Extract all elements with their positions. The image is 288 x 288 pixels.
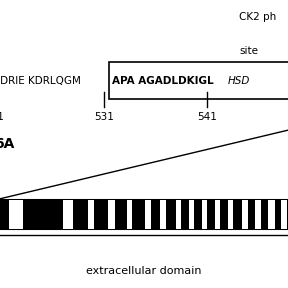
Bar	[281, 200, 287, 229]
Bar	[127, 200, 132, 229]
Bar	[160, 200, 166, 229]
Text: 541: 541	[197, 112, 217, 122]
Bar	[202, 200, 207, 229]
Text: APA AGADLDKIGL: APA AGADLDKIGL	[112, 76, 214, 86]
Bar	[108, 200, 115, 229]
Text: site: site	[239, 46, 258, 56]
Bar	[109, 62, 288, 99]
Bar	[145, 200, 151, 229]
Text: CK2 ph: CK2 ph	[239, 12, 276, 22]
Bar	[0, 200, 288, 229]
Bar	[228, 200, 233, 229]
Bar	[176, 200, 181, 229]
Text: 531: 531	[94, 112, 114, 122]
Bar	[255, 200, 261, 229]
Text: HSD: HSD	[228, 76, 250, 86]
Bar	[215, 200, 220, 229]
Bar	[242, 200, 248, 229]
Bar	[88, 200, 94, 229]
Text: –MDRIE KDRLQGM: –MDRIE KDRLQGM	[0, 76, 80, 86]
Text: extracellular domain: extracellular domain	[86, 266, 202, 276]
Bar	[268, 200, 275, 229]
Text: 521: 521	[0, 112, 4, 122]
Bar	[189, 200, 194, 229]
Bar	[63, 200, 73, 229]
Bar	[9, 200, 23, 229]
Text: 6A: 6A	[0, 137, 15, 151]
